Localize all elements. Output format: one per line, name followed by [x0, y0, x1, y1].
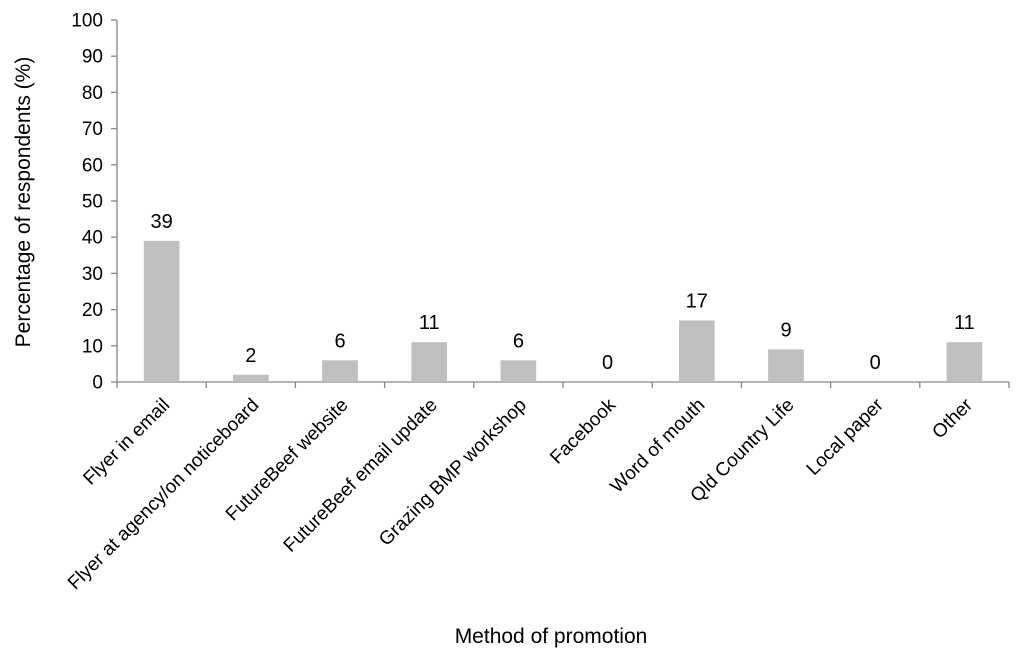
data-label: 0: [602, 352, 613, 374]
data-label: 6: [334, 330, 345, 352]
data-label: 39: [150, 211, 172, 233]
data-label: 11: [954, 312, 975, 334]
category-label: Grazing BMP workshop: [375, 395, 531, 551]
category-label: Flyer in email: [79, 395, 174, 490]
bar: [678, 320, 715, 382]
y-tick-label: 40: [82, 228, 103, 249]
y-tick-label: 60: [82, 155, 103, 176]
category-label: FutureBeef email update: [280, 395, 442, 557]
bar: [946, 342, 983, 382]
data-label: 11: [419, 312, 440, 334]
bar: [143, 240, 180, 382]
data-label: 0: [870, 352, 881, 374]
y-tick-label: 30: [82, 264, 103, 285]
x-axis: [116, 381, 1010, 388]
y-tick-label: 70: [82, 119, 103, 140]
data-label: 6: [513, 330, 524, 352]
x-axis-title: Method of promotion: [455, 625, 648, 648]
category-label: Flyer at agency/on noticeboard: [64, 395, 263, 594]
data-label: 2: [245, 345, 256, 367]
category-label: Word of mouth: [607, 395, 710, 498]
category-label: Other: [928, 394, 977, 443]
category-label: Facebook: [546, 394, 620, 468]
y-tick-label: 20: [82, 300, 103, 321]
y-tick-label: 50: [82, 192, 103, 213]
bar: [322, 360, 358, 382]
y-tick-label: 0: [92, 373, 103, 394]
category-label: Local paper: [803, 394, 889, 480]
bars: [143, 240, 983, 382]
data-label: 9: [780, 319, 791, 341]
bar: [411, 342, 448, 382]
y-tick-label: 90: [82, 47, 103, 68]
data-labels: 39 2 6 11 6 0 17 9 0 11: [150, 211, 974, 374]
y-tick-label: 100: [71, 11, 103, 32]
y-axis: 0 10 20 30 40 50 60 70 80 90 100: [71, 11, 118, 394]
data-label: 17: [686, 290, 708, 312]
y-tick-label: 10: [82, 336, 103, 357]
bar: [768, 349, 804, 382]
y-tick-label: 80: [82, 83, 103, 104]
bar: [232, 374, 269, 382]
y-axis-title: Percentage of respondents (%): [12, 57, 35, 348]
bar: [500, 360, 537, 382]
